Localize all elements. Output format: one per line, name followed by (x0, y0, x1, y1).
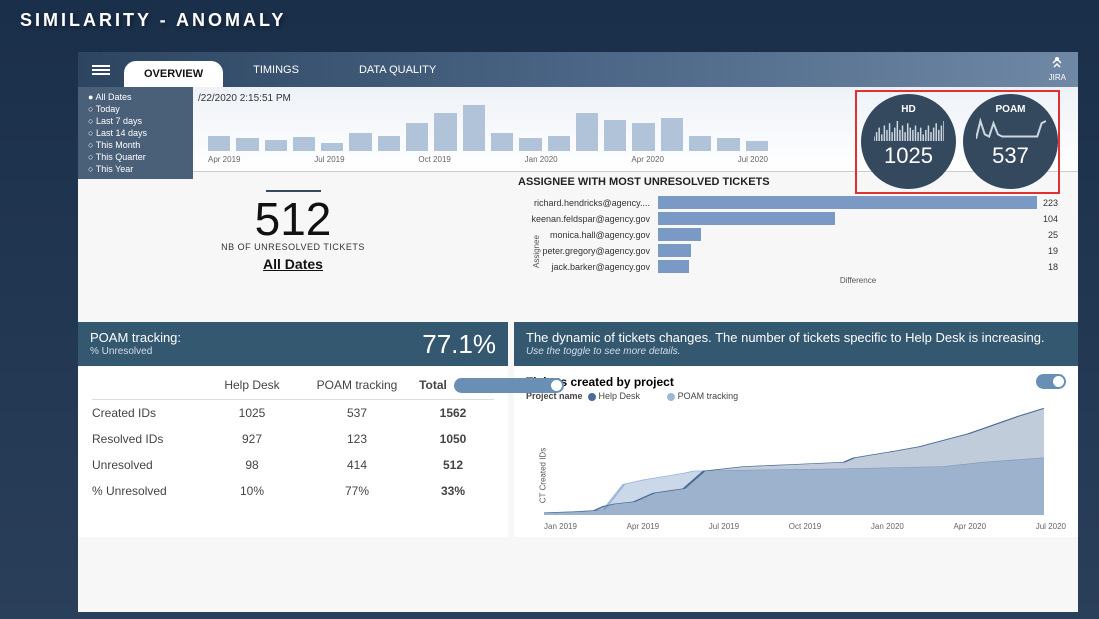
hamburger-icon[interactable] (92, 63, 110, 77)
timeline-bars (208, 101, 768, 151)
date-filter-option[interactable]: Last 14 days (78, 127, 193, 139)
assignee-xaxis-label: Difference (658, 276, 1058, 285)
tab-overview[interactable]: OVERVIEW (124, 61, 223, 87)
jira-logo: JIRA (1049, 55, 1066, 82)
kpi-subtitle[interactable]: All Dates (78, 256, 508, 272)
hd-value: 1025 (861, 143, 956, 169)
slide-title: SIMILARITY - ANOMALY (0, 0, 1099, 41)
trend-legend: Project name Help Desk POAM tracking (514, 391, 1078, 405)
poam-label: POAM (963, 104, 1058, 115)
assignee-row: peter.gregory@agency.gov19 (518, 244, 1058, 257)
poam-value: 537 (963, 143, 1058, 169)
poam-circle-card[interactable]: POAM 537 (963, 94, 1058, 189)
area-chart: 05001000 (544, 405, 1044, 515)
assignee-row: monica.hall@agency.gov25 (518, 228, 1058, 241)
trend-yaxis-label: CT Created IDs (539, 448, 548, 503)
table-row: Resolved IDs9271231050 (92, 426, 494, 452)
poam-panel-title: POAM tracking: (90, 330, 181, 346)
hd-label: HD (861, 104, 956, 115)
assignee-row: richard.hendricks@agency....223 (518, 196, 1058, 209)
date-filter-option[interactable]: This Quarter (78, 151, 193, 163)
tab-timings[interactable]: TIMINGS (223, 64, 329, 76)
dashboard: OVERVIEW TIMINGS DATA QUALITY JIRA All D… (78, 52, 1078, 612)
poam-pct: 77.1% (422, 329, 496, 360)
poam-tracking-panel: POAM tracking: % Unresolved 77.1% Help D… (78, 322, 508, 537)
tickets-trend-panel: The dynamic of tickets changes. The numb… (514, 322, 1078, 537)
assignee-chart: ASSIGNEE WITH MOST UNRESOLVED TICKETS ri… (508, 172, 1078, 322)
assignee-yaxis-label: Assignee (532, 235, 541, 268)
trend-hint: Use the toggle to see more details. (526, 346, 1045, 358)
th-total: Total (412, 378, 454, 393)
assignee-row: keenan.feldspar@agency.gov104 (518, 212, 1058, 225)
date-filter-option[interactable]: All Dates (78, 91, 193, 103)
th-poam: POAM tracking (302, 378, 412, 393)
trend-message: The dynamic of tickets changes. The numb… (526, 330, 1045, 346)
topbar: OVERVIEW TIMINGS DATA QUALITY JIRA (78, 52, 1078, 87)
date-filter-option[interactable]: This Year (78, 163, 193, 175)
table-row: % Unresolved10%77%33% (92, 478, 494, 504)
summary-table: Help Desk POAM tracking Total Created ID… (78, 366, 508, 514)
table-row: Created IDs10255371562 (92, 400, 494, 426)
date-filter-menu[interactable]: All DatesTodayLast 7 daysLast 14 daysThi… (78, 87, 193, 179)
date-filter-option[interactable]: Today (78, 103, 193, 115)
trend-toggle[interactable] (1036, 374, 1066, 389)
timeline-labels: Apr 2019Jul 2019Oct 2019Jan 2020Apr 2020… (208, 155, 768, 164)
assignee-row: jack.barker@agency.gov18 (518, 260, 1058, 273)
poam-sparkline (976, 117, 1046, 141)
tab-data-quality[interactable]: DATA QUALITY (329, 64, 466, 76)
date-filter-option[interactable]: Last 7 days (78, 115, 193, 127)
poam-panel-subtitle: % Unresolved (90, 346, 181, 358)
hd-circle-card[interactable]: HD 1025 (861, 94, 956, 189)
kpi-unresolved: 512 NB OF UNRESOLVED TICKETS All Dates (78, 172, 508, 322)
kpi-label: NB OF UNRESOLVED TICKETS (78, 242, 508, 252)
kpi-value: 512 (78, 196, 508, 242)
table-toggle[interactable] (454, 378, 564, 393)
date-filter-option[interactable]: This Month (78, 139, 193, 151)
hd-sparkline (874, 117, 944, 141)
assignee-title: ASSIGNEE WITH MOST UNRESOLVED TICKETS (518, 176, 1058, 188)
th-hd: Help Desk (202, 378, 302, 393)
table-row: Unresolved98414512 (92, 452, 494, 478)
th-blank (92, 378, 202, 393)
trend-xaxis: Jan 2019Apr 2019Jul 2019Oct 2019Jan 2020… (544, 522, 1066, 531)
